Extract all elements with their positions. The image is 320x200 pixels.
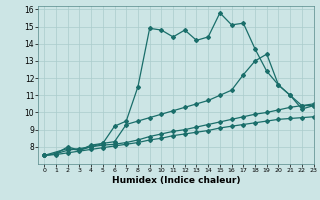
X-axis label: Humidex (Indice chaleur): Humidex (Indice chaleur): [112, 176, 240, 185]
